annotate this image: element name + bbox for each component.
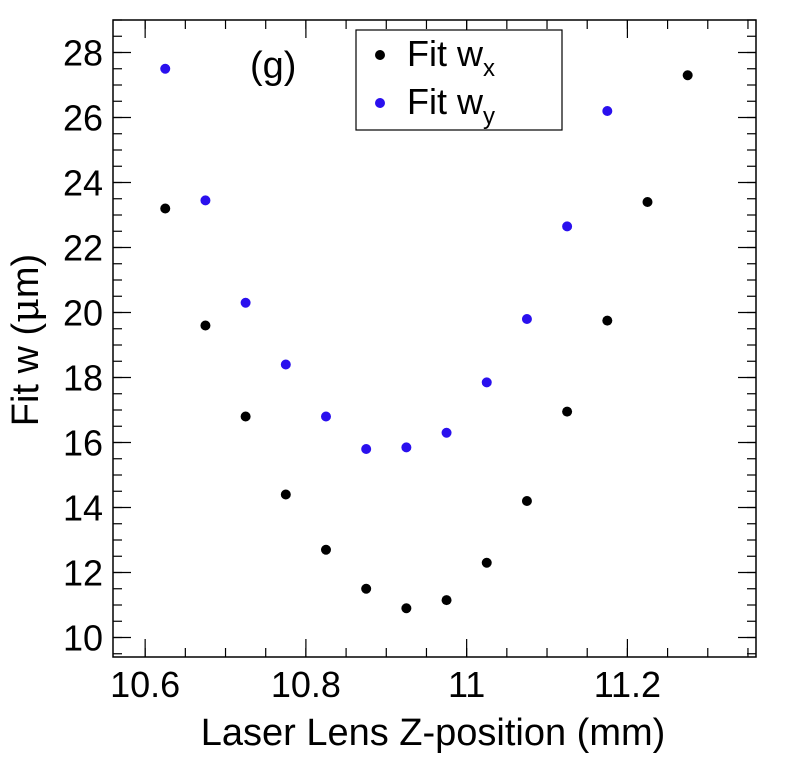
data-point [521, 496, 532, 506]
data-point [481, 377, 492, 388]
data-point [642, 197, 653, 207]
data-point [280, 359, 291, 370]
y-tick-label: 12 [63, 553, 103, 594]
axis-tick-labels: 10.6 10.8 11 11.2 10 12 14 16 18 20 22 24 26 28 [63, 33, 661, 706]
legend-label-wy: Fit wy [407, 81, 495, 130]
legend-box [355, 29, 563, 131]
data-point [401, 603, 412, 614]
y-tick-label: 20 [63, 293, 103, 334]
legend: Fit wx Fit wy [355, 29, 563, 131]
data-point [200, 320, 211, 331]
data-point [562, 221, 573, 232]
data-point [280, 489, 291, 500]
data-point [682, 70, 693, 81]
y-tick-label: 14 [63, 488, 103, 529]
axis-ticks [113, 19, 756, 657]
series-wx [160, 70, 693, 614]
legend-label-wx: Fit wx [407, 33, 495, 82]
data-point [361, 583, 372, 594]
x-axis-title: Laser Lens Z-position (mm) [201, 712, 666, 754]
data-point [401, 442, 412, 453]
data-point [481, 557, 492, 568]
y-tick-label: 28 [63, 33, 103, 74]
x-tick-label: 10.8 [271, 664, 341, 705]
data-point [602, 315, 613, 326]
data-point [240, 297, 251, 308]
data-point [200, 195, 211, 206]
data-point [441, 427, 452, 438]
series-wy [160, 63, 613, 454]
y-tick-label: 16 [63, 423, 103, 464]
y-axis-title: Fit w (μm) [3, 254, 47, 426]
legend-marker-wy [375, 98, 385, 108]
y-tick-label: 24 [63, 163, 103, 204]
y-tick-label: 22 [63, 228, 103, 269]
data-point [602, 106, 613, 116]
data-point [320, 411, 331, 422]
panel-annotation: (g) [250, 45, 296, 87]
legend-marker-wx [375, 50, 385, 60]
data-point [320, 544, 331, 555]
data-point [562, 406, 573, 417]
x-tick-label: 10.6 [110, 664, 180, 705]
plot-frame [112, 19, 757, 658]
x-tick-label: 11.2 [594, 664, 661, 705]
y-tick-label: 10 [63, 618, 103, 659]
data-point [521, 314, 532, 324]
data-point [441, 595, 452, 606]
x-tick-label: 11 [448, 664, 485, 705]
data-point [160, 63, 171, 74]
data-point [160, 203, 171, 214]
y-tick-label: 26 [63, 98, 103, 139]
y-tick-label: 18 [63, 358, 103, 399]
data-point [361, 444, 372, 454]
data-points [160, 63, 693, 614]
data-point [240, 411, 251, 422]
